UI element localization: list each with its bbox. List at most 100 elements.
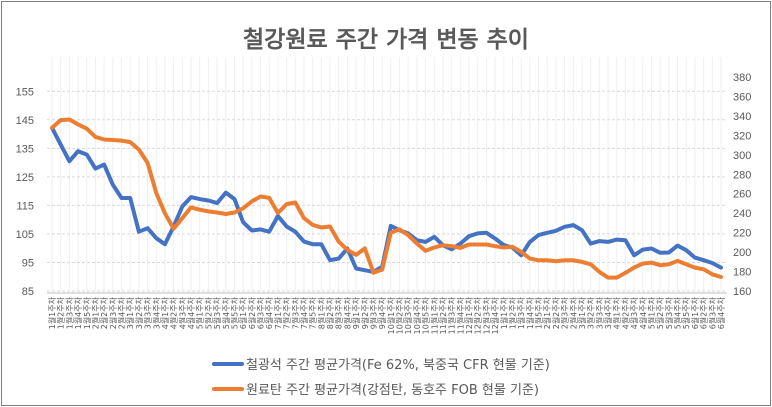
y-right-tick-label: 160 [733,286,751,298]
y-right-tick-label: 360 [733,91,751,103]
x-tick-label: 1월1주차 [499,296,509,329]
x-tick-label: 1월2주차 [507,296,517,329]
x-tick-label: 9월1주차 [351,296,361,329]
x-tick-label: 5월2주차 [655,296,665,329]
x-tick-label: 4월1주차 [612,296,622,329]
x-tick-label: 5월2주차 [203,296,213,329]
y-left-tick-label: 135 [16,143,34,155]
y-right-tick-label: 260 [733,189,751,201]
x-tick-label: 3월2주차 [586,296,596,329]
y-right-tick-label: 220 [733,228,751,240]
x-tick-label: 12월2주차 [473,296,483,334]
x-tick-label: 4월2주차 [620,296,630,329]
x-tick-label: 2월4주차 [117,296,127,329]
x-tick-label: 2월2주차 [99,296,109,329]
x-tick-label: 5월4주차 [673,296,683,329]
x-tick-label: 10월1주차 [386,296,396,334]
y-right-tick-label: 200 [733,247,751,259]
x-tick-label: 6월2주차 [247,296,257,329]
x-tick-label: 2월2주차 [551,296,561,329]
x-tick-label: 9월4주차 [377,296,387,329]
x-tick-label: 1월2주차 [56,296,66,329]
legend-item-coking-coal: 원료탄 주간 평균가격(강점탄, 동호주 FOB 현물 기준) [212,379,539,398]
x-tick-label: 2월3주차 [108,296,118,329]
y-left-tick-label: 145 [16,115,34,127]
x-tick-label: 4월3주차 [629,296,639,329]
x-tick-label: 2월4주차 [568,296,578,329]
x-tick-label: 2월3주차 [560,296,570,329]
x-tick-label: 5월5주차 [229,296,239,329]
legend-item-iron-ore: 철광석 주간 평균가격(Fe 62%, 북중국 CFR 현물 기준) [212,354,550,373]
y-right-tick-label: 300 [733,150,751,162]
y-left-tick-label: 125 [16,172,34,184]
x-tick-label: 11월1주차 [429,296,439,334]
x-tick-label: 6월3주차 [256,296,266,329]
x-tick-label: 6월3주차 [707,296,717,329]
x-tick-label: 10월3주차 [403,296,413,334]
y-left-tick-label: 155 [16,86,34,98]
x-tick-label: 5월1주차 [646,296,656,329]
x-tick-label: 3월3주차 [143,296,153,329]
x-tick-label: 3월3주차 [594,296,604,329]
x-tick-label: 10월4주차 [412,296,422,334]
x-tick-label: 1월5주차 [82,296,92,329]
x-tick-label: 11월3주차 [447,296,457,334]
x-tick-label: 3월1주차 [125,296,135,329]
x-tick-label: 1월3주차 [64,296,74,329]
x-tick-label: 5월5주차 [681,296,691,329]
x-tick-label: 9월2주차 [360,296,370,329]
x-tick-label: 1월4주차 [73,296,83,329]
y-left-tick-label: 85 [22,286,34,298]
legend-swatch-blue [212,361,244,366]
x-tick-label: 6월2주차 [699,296,709,329]
y-right-tick-label: 340 [733,111,751,123]
chart-title: 철강원료 주간 가격 변동 추이 [243,27,529,53]
x-tick-label: 5월3주차 [664,296,674,329]
x-tick-label: 5월4주차 [221,296,231,329]
x-tick-label: 6월4주차 [264,296,274,329]
x-tick-label: 9월3주차 [368,296,378,329]
x-tick-label: 7월4주차 [299,296,309,329]
x-tick-label: 8월2주차 [325,296,335,329]
x-tick-label: 3월2주차 [134,296,144,329]
x-tick-label: 11월2주차 [438,296,448,334]
x-tick-label: 11월4주차 [455,296,465,334]
y-right-tick-label: 320 [733,130,751,142]
x-tick-label: 2월1주차 [542,296,552,329]
y-right-tick-label: 180 [733,267,751,279]
x-tick-label: 1월3주차 [516,296,526,329]
x-tick-label: 3월1주차 [577,296,587,329]
series-line-coking-coal [50,117,723,280]
y-right-tick-label: 380 [733,72,751,84]
y-left-tick-label: 95 [22,257,34,269]
x-tick-label: 6월4주차 [716,296,726,329]
x-tick-label: 3월4주차 [151,296,161,329]
x-tick-label: 8월3주차 [334,296,344,329]
x-tick-label: 1월4주차 [525,296,535,329]
legend-label: 철광석 주간 평균가격(Fe 62%, 북중국 CFR 현물 기준) [246,358,550,373]
y-left-tick-label: 105 [16,229,34,241]
x-tick-label: 10월5주차 [421,296,431,334]
x-tick-label: 1월5주차 [534,296,544,329]
y-right-tick-label: 280 [733,169,751,181]
x-tick-label: 4월3주차 [177,296,187,329]
x-tick-label: 4월4주차 [638,296,648,329]
x-tick-label: 12월4주차 [490,296,500,334]
x-tick-label: 12월1주차 [464,296,474,334]
x-tick-label: 7월2주차 [282,296,292,329]
x-tick-label: 10월2주차 [395,296,405,334]
x-tick-label: 12월3주차 [481,296,491,334]
x-tick-label: 8월4주차 [342,296,352,329]
legend-label: 원료탄 주간 평균가격(강점탄, 동호주 FOB 현물 기준) [246,383,539,398]
x-tick-label: 2월1주차 [90,296,100,329]
x-tick-label: 5월3주차 [212,296,222,329]
x-tick-label: 5월1주차 [195,296,205,329]
y-left-tick-label: 115 [16,200,34,212]
legend-swatch-orange [212,386,244,391]
y-right-tick-label: 240 [733,208,751,220]
x-tick-label: 3월4주차 [603,296,613,329]
x-tick-label: 6월1주차 [690,296,700,329]
x-tick-label: 8월1주차 [316,296,326,329]
x-tick-label: 4월1주차 [160,296,170,329]
x-tick-label: 6월1주차 [238,296,248,329]
